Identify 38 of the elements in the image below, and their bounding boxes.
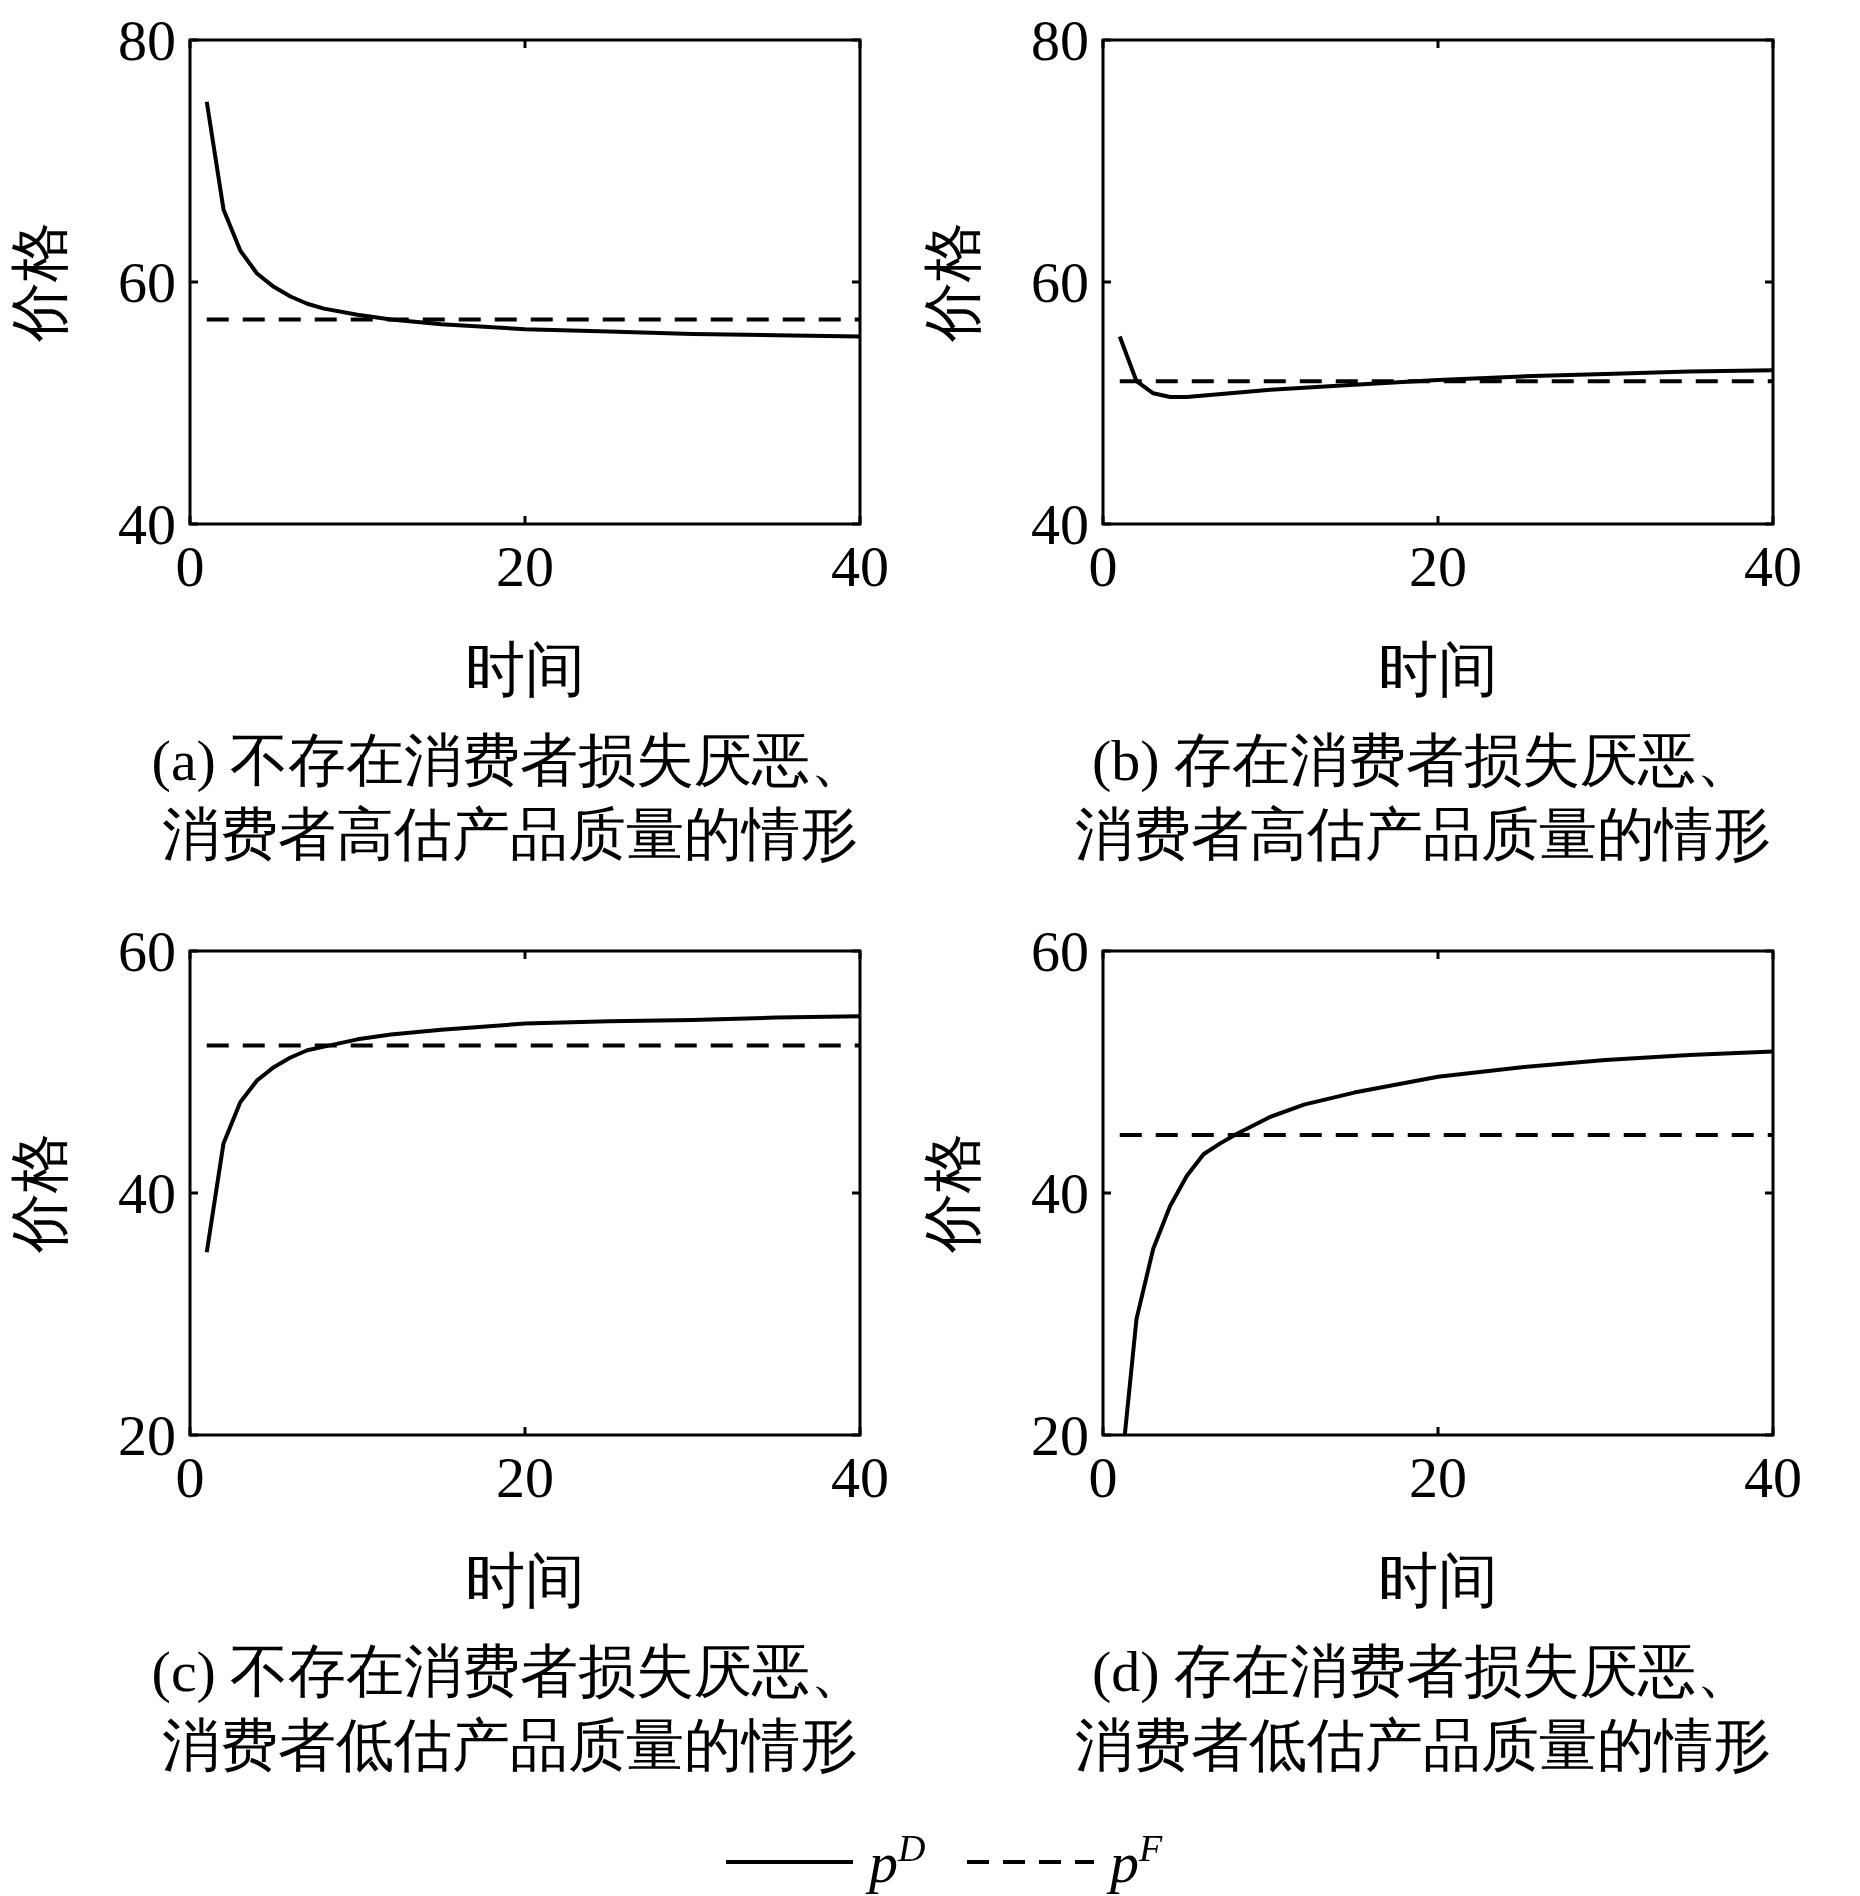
x-tick-label: 0 [1088, 1445, 1118, 1510]
legend-label: p$^{F}$ [1106, 1827, 1163, 1895]
x-tick-label: 20 [1409, 1445, 1467, 1510]
text: (c) 不存在消费者损失厌恶、消费者低估产品质量的情形 [150, 1638, 870, 1780]
x-axis-title: 时间 [1378, 637, 1498, 703]
x-tick-label: 0 [175, 534, 205, 599]
y-tick-label: 60 [118, 919, 176, 984]
y-tick-label: 20 [118, 1403, 176, 1468]
x-tick-label: 40 [1744, 1445, 1802, 1510]
text: (b) 存在消费者损失厌恶、消费者高估产品质量的情形 [1074, 727, 1772, 869]
y-axis-title: 价格 [7, 222, 73, 343]
text: (a) 不存在消费者损失厌恶、消费者高估产品质量的情形 [150, 727, 870, 869]
x-axis-title: 时间 [465, 1548, 585, 1614]
x-axis-title: 时间 [1378, 1548, 1498, 1614]
x-tick-label: 0 [1088, 534, 1118, 599]
x-tick-label: 0 [175, 1445, 205, 1510]
y-tick-label: 60 [1031, 250, 1089, 315]
y-tick-label: 40 [1031, 492, 1089, 557]
y-axis-title: 价格 [920, 1133, 986, 1254]
y-tick-label: 60 [118, 250, 176, 315]
x-tick-label: 20 [496, 534, 554, 599]
y-tick-label: 20 [1031, 1403, 1089, 1468]
x-tick-label: 40 [1744, 534, 1802, 599]
y-axis-title: 价格 [920, 222, 986, 343]
x-axis-title: 时间 [465, 637, 585, 703]
text: (d) 存在消费者损失厌恶、消费者低估产品质量的情形 [1074, 1638, 1772, 1780]
legend-label: p$^{D}$ [865, 1827, 926, 1895]
y-tick-label: 80 [118, 8, 176, 73]
y-tick-label: 80 [1031, 8, 1089, 73]
y-tick-label: 40 [118, 492, 176, 557]
y-axis-title: 价格 [7, 1133, 73, 1254]
x-tick-label: 20 [1409, 534, 1467, 599]
y-tick-label: 40 [1031, 1161, 1089, 1226]
x-tick-label: 40 [831, 1445, 889, 1510]
y-tick-label: 40 [118, 1161, 176, 1226]
x-tick-label: 20 [496, 1445, 554, 1510]
x-tick-label: 40 [831, 534, 889, 599]
y-tick-label: 60 [1031, 919, 1089, 984]
